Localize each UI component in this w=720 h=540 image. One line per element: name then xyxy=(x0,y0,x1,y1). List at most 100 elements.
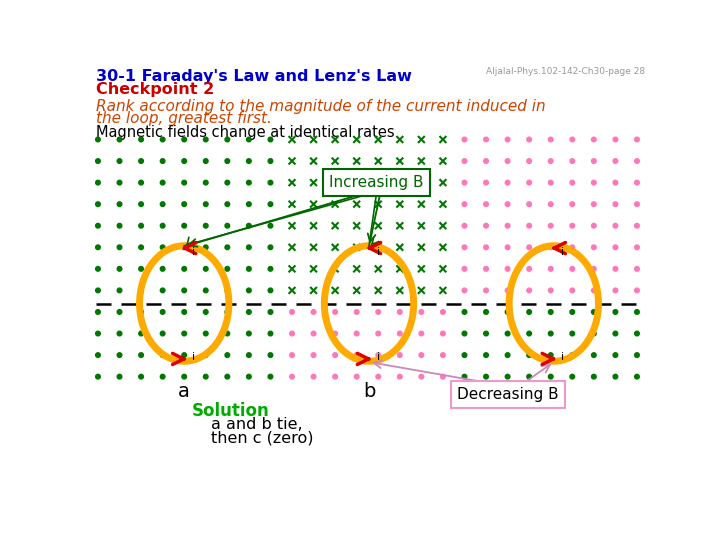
Circle shape xyxy=(139,224,143,228)
Circle shape xyxy=(505,288,510,293)
Circle shape xyxy=(182,202,186,206)
Circle shape xyxy=(311,309,316,314)
Circle shape xyxy=(96,137,100,142)
Circle shape xyxy=(549,137,553,142)
Circle shape xyxy=(397,331,402,336)
Circle shape xyxy=(484,331,488,336)
Text: a and b tie,: a and b tie, xyxy=(211,417,303,433)
Circle shape xyxy=(333,309,338,314)
Circle shape xyxy=(592,159,596,164)
Circle shape xyxy=(484,245,488,249)
Circle shape xyxy=(613,267,618,271)
Circle shape xyxy=(570,180,575,185)
Circle shape xyxy=(117,245,122,249)
Circle shape xyxy=(225,309,230,314)
Circle shape xyxy=(505,374,510,379)
Circle shape xyxy=(225,180,230,185)
Circle shape xyxy=(96,224,100,228)
Circle shape xyxy=(161,224,165,228)
Circle shape xyxy=(527,288,531,293)
Circle shape xyxy=(462,202,467,206)
Circle shape xyxy=(117,288,122,293)
Circle shape xyxy=(289,309,294,314)
Circle shape xyxy=(634,331,639,336)
Circle shape xyxy=(182,245,186,249)
Circle shape xyxy=(96,309,100,314)
Circle shape xyxy=(333,331,338,336)
Circle shape xyxy=(376,353,381,357)
Circle shape xyxy=(634,224,639,228)
Circle shape xyxy=(268,374,273,379)
Circle shape xyxy=(182,353,186,357)
Circle shape xyxy=(161,309,165,314)
Circle shape xyxy=(268,159,273,164)
Circle shape xyxy=(570,331,575,336)
Text: then c (zero): then c (zero) xyxy=(211,430,314,445)
Circle shape xyxy=(139,288,143,293)
Circle shape xyxy=(96,180,100,185)
Circle shape xyxy=(311,374,316,379)
Circle shape xyxy=(634,245,639,249)
Text: b: b xyxy=(363,382,375,401)
Circle shape xyxy=(592,245,596,249)
Text: Rank according to the magnitude of the current induced in: Rank according to the magnitude of the c… xyxy=(96,99,546,114)
Circle shape xyxy=(117,180,122,185)
Circle shape xyxy=(592,267,596,271)
Circle shape xyxy=(204,137,208,142)
Circle shape xyxy=(204,309,208,314)
Circle shape xyxy=(161,180,165,185)
Circle shape xyxy=(246,353,251,357)
Circle shape xyxy=(182,374,186,379)
Circle shape xyxy=(354,353,359,357)
Circle shape xyxy=(592,180,596,185)
Circle shape xyxy=(527,353,531,357)
Circle shape xyxy=(182,288,186,293)
Circle shape xyxy=(462,245,467,249)
Circle shape xyxy=(634,159,639,164)
Circle shape xyxy=(96,331,100,336)
Circle shape xyxy=(484,353,488,357)
Circle shape xyxy=(484,180,488,185)
Circle shape xyxy=(592,374,596,379)
Circle shape xyxy=(549,224,553,228)
Circle shape xyxy=(204,159,208,164)
Circle shape xyxy=(441,309,445,314)
Circle shape xyxy=(634,374,639,379)
Circle shape xyxy=(117,331,122,336)
Circle shape xyxy=(570,159,575,164)
Circle shape xyxy=(268,224,273,228)
Circle shape xyxy=(182,224,186,228)
Circle shape xyxy=(289,331,294,336)
Circle shape xyxy=(204,267,208,271)
Circle shape xyxy=(505,202,510,206)
Circle shape xyxy=(549,159,553,164)
Circle shape xyxy=(527,245,531,249)
Circle shape xyxy=(613,288,618,293)
Circle shape xyxy=(139,374,143,379)
Circle shape xyxy=(462,159,467,164)
Circle shape xyxy=(462,331,467,336)
Circle shape xyxy=(570,309,575,314)
Circle shape xyxy=(204,374,208,379)
Circle shape xyxy=(484,159,488,164)
Circle shape xyxy=(613,245,618,249)
Circle shape xyxy=(527,331,531,336)
Circle shape xyxy=(441,331,445,336)
Text: Increasing B: Increasing B xyxy=(330,175,424,190)
Circle shape xyxy=(419,309,423,314)
Circle shape xyxy=(246,309,251,314)
Circle shape xyxy=(592,309,596,314)
Circle shape xyxy=(376,331,381,336)
Circle shape xyxy=(462,353,467,357)
Circle shape xyxy=(505,224,510,228)
Circle shape xyxy=(570,374,575,379)
Text: Decreasing B: Decreasing B xyxy=(456,387,559,402)
Circle shape xyxy=(204,288,208,293)
Circle shape xyxy=(634,309,639,314)
Text: c: c xyxy=(549,382,559,401)
Circle shape xyxy=(182,159,186,164)
Circle shape xyxy=(397,353,402,357)
Circle shape xyxy=(570,245,575,249)
Circle shape xyxy=(96,159,100,164)
Circle shape xyxy=(161,267,165,271)
